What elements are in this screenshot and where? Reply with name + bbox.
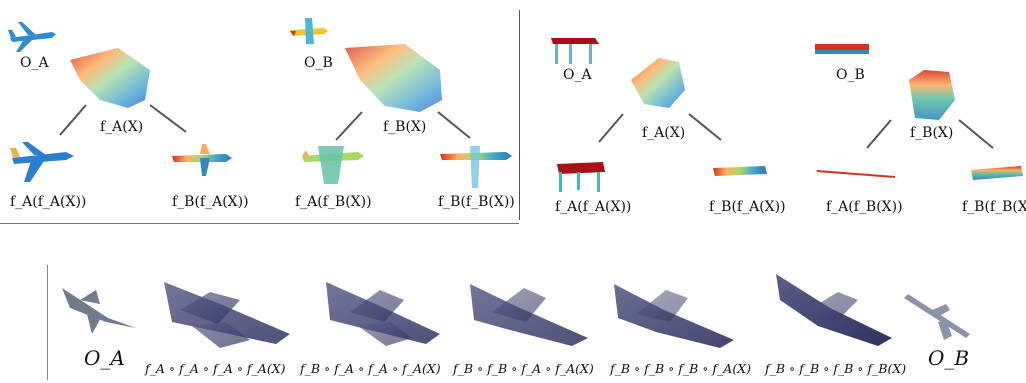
airplane-fafa-icon [10, 142, 74, 182]
label-fb-fb: f_B(f_B(X)) [438, 194, 515, 210]
airliner-ob-icon [904, 294, 970, 340]
edge-left [59, 104, 87, 136]
shape-fafb-icon [817, 170, 895, 178]
label-fa-x-right: f_A(X) [642, 125, 686, 141]
edge-right-2 [437, 111, 471, 139]
jet-cloud-4 [614, 284, 734, 348]
label-ob-bottom: O_B [928, 346, 970, 370]
label-fa-fa-right: f_A(f_A(X)) [555, 199, 632, 215]
shape-ob-icon [815, 44, 869, 54]
jet-cloud-5 [776, 274, 892, 346]
top-right-figure [551, 38, 1023, 192]
shape-fbfb-icon [971, 166, 1023, 180]
table-oa-icon [551, 38, 599, 64]
label-ob: O_B [304, 55, 333, 71]
point-cloud-fa-x-right [631, 58, 685, 108]
vertical-divider [519, 10, 520, 220]
label-fb-x-right: f_B(X) [910, 125, 954, 141]
point-cloud-fb-x [345, 44, 442, 112]
label-fa-fa: f_A(f_A(X)) [10, 194, 87, 210]
jet-cloud-2 [326, 282, 440, 346]
label-oa-right: O_A [563, 67, 592, 83]
airplane-ob-icon [290, 18, 328, 44]
jet-cloud-1 [164, 282, 290, 348]
point-cloud-fa-x [70, 48, 150, 108]
bottom-panel-left-rule [47, 265, 48, 380]
top-left-figure [8, 18, 512, 188]
airplane-fbfb-icon [440, 146, 512, 188]
airplane-fafb-icon [302, 146, 364, 184]
jet-oa-icon [62, 288, 136, 334]
edge-right-3 [688, 113, 722, 141]
label-seq-1: f_A ∘ f_A ∘ f_A ∘ f_A(X) [145, 361, 286, 376]
edge-right-4 [958, 119, 994, 149]
airplane-fbfa-icon [172, 144, 232, 176]
horizontal-divider-left [0, 223, 519, 224]
edge-right [149, 104, 187, 133]
shape-fbfa-icon [713, 166, 767, 176]
label-fa-fb: f_A(f_B(X)) [295, 194, 372, 210]
airplane-oa-icon [8, 22, 56, 52]
label-fb-x: f_B(X) [383, 119, 427, 135]
edge-left-3 [598, 113, 624, 143]
label-seq-2: f_B ∘ f_A ∘ f_A ∘ f_A(X) [300, 361, 441, 376]
bottom-figure [62, 274, 970, 348]
label-fb-fa-right: f_B(f_A(X)) [709, 199, 786, 215]
label-fa-x: f_A(X) [100, 119, 144, 135]
point-cloud-fb-x-right [909, 70, 955, 120]
edge-left-4 [866, 119, 892, 149]
label-seq-4: f_B ∘ f_B ∘ f_B ∘ f_A(X) [610, 361, 751, 376]
label-oa-bottom: O_A [84, 346, 125, 370]
label-fb-fa: f_B(f_A(X)) [172, 194, 249, 210]
label-ob-right: O_B [836, 67, 865, 83]
label-oa: O_A [20, 55, 49, 71]
jet-cloud-3 [470, 284, 588, 346]
table-fafa-icon [557, 162, 605, 192]
label-seq-3: f_B ∘ f_B ∘ f_A ∘ f_A(X) [453, 361, 594, 376]
label-seq-5: f_B ∘ f_B ∘ f_B ∘ f_B(X) [765, 361, 907, 376]
label-fb-fb-right: f_B(f_B(X)) [962, 199, 1026, 215]
edge-left-2 [335, 111, 363, 141]
label-fa-fb-right: f_A(f_B(X)) [826, 199, 903, 215]
